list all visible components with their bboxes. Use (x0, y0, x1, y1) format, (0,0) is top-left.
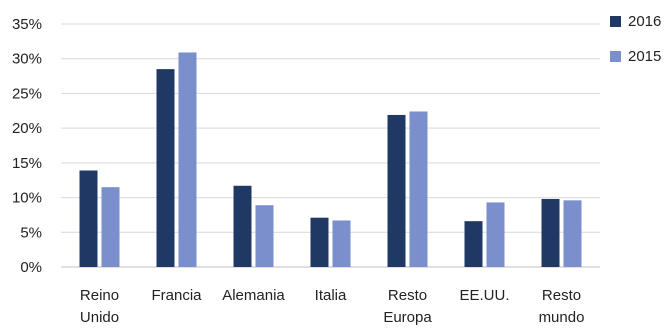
bar-2015 (563, 200, 582, 267)
bar-2015 (486, 202, 505, 267)
y-tick-label: 15% (12, 155, 42, 172)
x-tick-label: Francia (151, 287, 202, 304)
bars (79, 52, 582, 267)
legend-swatch (610, 16, 621, 27)
legend-label: 2015 (628, 48, 661, 65)
legend-label: 2016 (628, 13, 661, 30)
y-tick-label: 20% (12, 120, 42, 137)
x-tick-label: Alemania (222, 287, 285, 304)
x-tick-label: EE.UU. (459, 287, 509, 304)
y-tick-label: 25% (12, 85, 42, 102)
x-tick-label: Resto mundo (539, 287, 585, 326)
y-axis: 0% 5% 10% 15% 20% 25% 30% 35% (12, 16, 42, 276)
x-tick-label: Italia (315, 287, 347, 304)
bar-2015 (409, 111, 428, 267)
y-tick-label: 10% (12, 190, 42, 207)
bar-2016 (310, 217, 329, 267)
bar-2015 (332, 220, 351, 267)
legend: 2016 2015 (610, 13, 661, 65)
y-tick-label: 30% (12, 51, 42, 68)
bar-2016 (233, 185, 252, 267)
legend-swatch (610, 51, 621, 62)
bar-2016 (156, 69, 175, 267)
bar-2016 (464, 221, 483, 267)
bar-2016 (387, 114, 406, 267)
y-tick-label: 5% (20, 224, 42, 241)
x-tick-label: Resto Europa (383, 287, 432, 326)
bar-2016 (79, 170, 98, 267)
bar-2015 (178, 52, 197, 267)
gridlines (61, 23, 600, 268)
x-axis: Reino Unido Francia Alemania Italia Resto Euro… (80, 287, 585, 326)
bar-2016 (541, 198, 560, 267)
bar-2015 (255, 205, 274, 267)
y-tick-label: 35% (12, 16, 42, 33)
y-tick-label: 0% (20, 259, 42, 276)
x-tick-label: Reino Unido (80, 287, 119, 326)
bar-2015 (101, 187, 120, 267)
